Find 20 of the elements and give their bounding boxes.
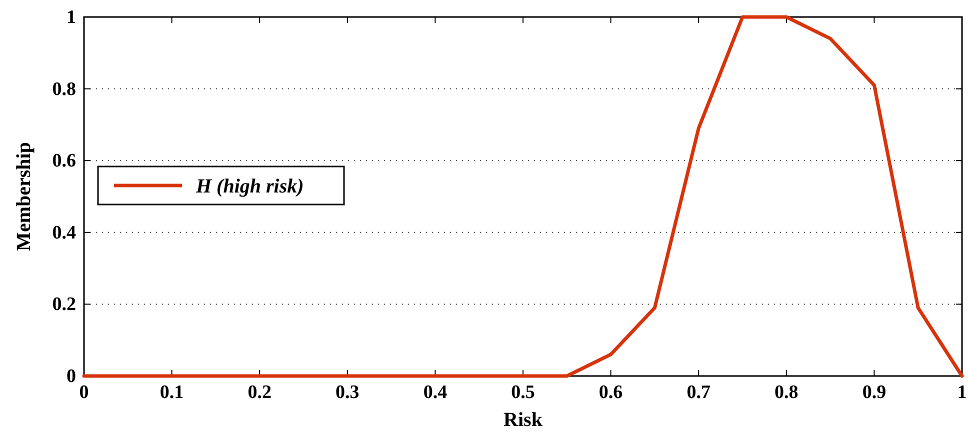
- line-series: [82, 15, 964, 378]
- y-tick-label: 0.2: [52, 294, 76, 316]
- x-tick-label: 0.7: [686, 382, 711, 403]
- x-tick-label: 1: [957, 382, 967, 403]
- x-tick-label: 0.8: [774, 382, 798, 403]
- y-tick-label: 0.4: [52, 222, 76, 244]
- y-tick-label: 0: [66, 366, 76, 387]
- y-axis-title: Membership: [13, 142, 35, 251]
- y-tick-label: 0.8: [52, 78, 76, 100]
- x-tick-label: 0.3: [336, 382, 360, 403]
- x-tick-label: 0.5: [511, 382, 535, 403]
- x-tick-label: 0.2: [248, 382, 272, 403]
- legend-label: H (high risk): [195, 176, 304, 198]
- x-tick-label: 0.1: [160, 382, 184, 403]
- x-axis-title: Risk: [504, 409, 544, 431]
- x-tick-label: 0.9: [862, 382, 886, 403]
- y-tick-label: 1: [66, 7, 76, 28]
- x-tick-label: 0.6: [598, 382, 623, 403]
- x-tick-label: 0.4: [423, 382, 448, 403]
- y-tick-label: 0.6: [52, 150, 76, 172]
